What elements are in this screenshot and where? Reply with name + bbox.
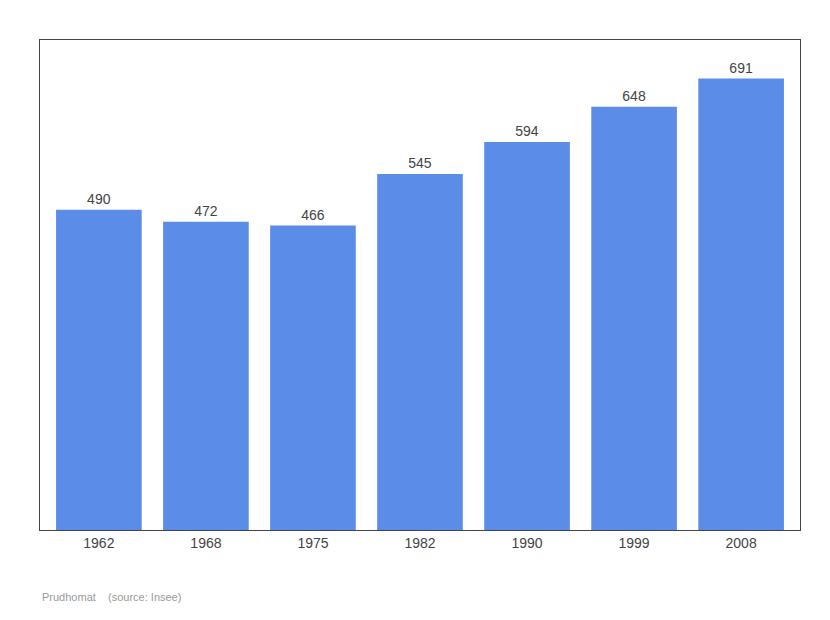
svg-text:545: 545 — [408, 155, 432, 171]
svg-text:691: 691 — [729, 60, 753, 76]
svg-text:466: 466 — [301, 207, 325, 223]
svg-text:1975: 1975 — [297, 535, 328, 551]
svg-text:1990: 1990 — [511, 535, 542, 551]
svg-text:490: 490 — [87, 191, 111, 207]
svg-text:1982: 1982 — [404, 535, 435, 551]
svg-text:472: 472 — [194, 203, 218, 219]
svg-text:594: 594 — [515, 123, 539, 139]
svg-text:2008: 2008 — [726, 535, 757, 551]
svg-text:1962: 1962 — [83, 535, 114, 551]
svg-text:1968: 1968 — [190, 535, 221, 551]
svg-text:648: 648 — [622, 88, 646, 104]
svg-text:1999: 1999 — [619, 535, 650, 551]
svg-text:Prudhomat (source: Insee): Prudhomat (source: Insee) — [42, 591, 181, 603]
